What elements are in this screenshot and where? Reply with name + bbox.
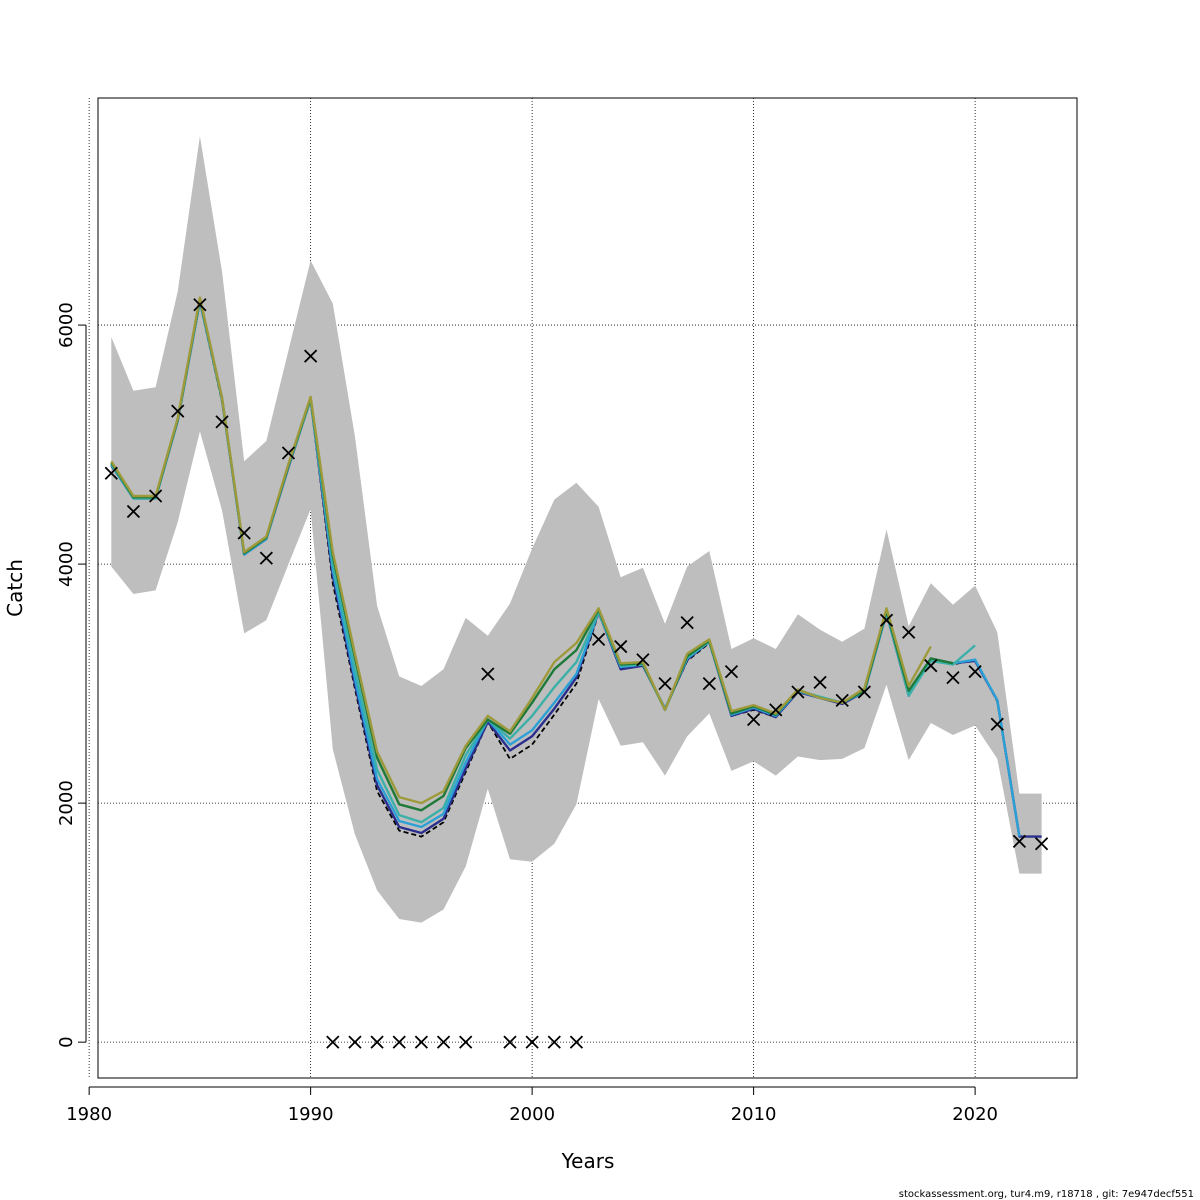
observation-point bbox=[614, 639, 628, 654]
observation-point bbox=[370, 1035, 384, 1049]
series-lines bbox=[110, 296, 1042, 838]
y-axis-title: Catch bbox=[3, 559, 27, 617]
observation-point bbox=[1012, 834, 1027, 849]
observation-point bbox=[303, 349, 318, 363]
observation-point bbox=[148, 489, 163, 503]
observation-point bbox=[459, 1035, 473, 1049]
observation-point bbox=[968, 665, 982, 679]
x-tick-label: 2020 bbox=[952, 1104, 998, 1125]
observation-point bbox=[237, 526, 251, 540]
observation-point bbox=[835, 693, 849, 707]
x-axis: 1980 1990 2000 2010 2020 bbox=[66, 1086, 998, 1125]
x-tick-label: 1980 bbox=[66, 1104, 112, 1125]
observation-point bbox=[879, 613, 894, 627]
y-tick-label: 2000 bbox=[56, 780, 77, 826]
observation-point bbox=[680, 616, 694, 630]
observation-point bbox=[104, 466, 118, 480]
observation-point bbox=[281, 446, 296, 460]
y-tick-label: 0 bbox=[56, 1036, 77, 1047]
observation-point bbox=[326, 1035, 340, 1049]
footer-credit: stockassessment.org, tur4.m9, r18718 , g… bbox=[899, 1189, 1194, 1200]
observation-point bbox=[193, 298, 207, 312]
y-tick-label: 6000 bbox=[56, 302, 77, 348]
observation-point bbox=[636, 653, 650, 667]
plot-frame bbox=[97, 97, 1078, 1079]
observation-point bbox=[171, 404, 185, 418]
observation-point bbox=[348, 1035, 362, 1049]
observation-point bbox=[547, 1035, 561, 1049]
confidence-band-group bbox=[111, 136, 1042, 923]
observation-point bbox=[436, 1035, 451, 1049]
observation-point bbox=[924, 659, 938, 673]
observation-point bbox=[392, 1035, 406, 1049]
observation-point bbox=[857, 685, 872, 699]
observation-point bbox=[215, 415, 229, 429]
observation-point bbox=[525, 1035, 539, 1049]
observation-point bbox=[414, 1035, 429, 1049]
observation-point bbox=[503, 1035, 517, 1049]
observation-point bbox=[1034, 837, 1049, 851]
observation-point bbox=[569, 1035, 584, 1049]
observation-point bbox=[946, 670, 960, 685]
observation-point bbox=[702, 676, 716, 691]
x-tick-label: 1990 bbox=[288, 1104, 334, 1125]
observation-point bbox=[658, 676, 672, 691]
observation-point bbox=[791, 685, 805, 699]
confidence-band bbox=[111, 136, 1042, 923]
observation-point bbox=[591, 632, 606, 647]
y-tick-label: 4000 bbox=[56, 541, 77, 587]
observation-point bbox=[126, 504, 141, 519]
observation-markers bbox=[104, 298, 1049, 1049]
x-tick-label: 2010 bbox=[731, 1104, 777, 1125]
series-line-6 bbox=[110, 296, 932, 805]
x-axis-title: Years bbox=[561, 1149, 615, 1173]
observation-point bbox=[769, 703, 783, 717]
observation-point bbox=[746, 712, 761, 727]
observation-point bbox=[259, 551, 273, 565]
observation-point bbox=[902, 625, 916, 639]
observation-point bbox=[724, 665, 739, 679]
y-axis: 0 2000 4000 6000 bbox=[56, 302, 87, 1048]
observation-point bbox=[481, 667, 495, 681]
observation-point bbox=[813, 675, 827, 690]
observation-point bbox=[990, 717, 1004, 731]
x-tick-label: 2000 bbox=[509, 1104, 555, 1125]
